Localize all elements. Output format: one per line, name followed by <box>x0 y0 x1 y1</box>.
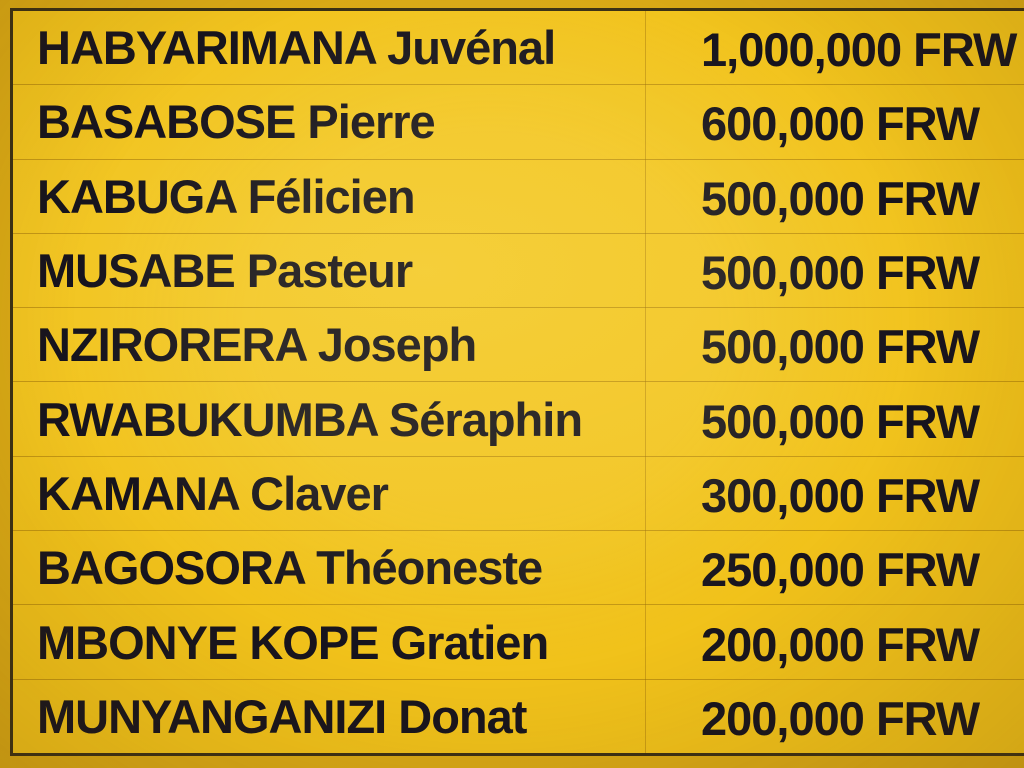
reward-sign-board: HABYARIMANA Juvénal 1,000,000 FRW BASABO… <box>10 8 1024 756</box>
suspect-name: MUSABE Pasteur <box>37 244 413 298</box>
table-row: HABYARIMANA Juvénal 1,000,000 FRW <box>13 11 1024 86</box>
reward-amount: 600,000 FRW <box>701 97 980 151</box>
suspect-name: BASABOSE Pierre <box>37 95 436 149</box>
table-row: KABUGA Félicien 500,000 FRW <box>13 160 1024 234</box>
table-row: MUNYANGANIZI Donat 200,000 FRW <box>13 680 1024 753</box>
reward-amount: 1,000,000 FRW <box>701 23 1017 77</box>
reward-amount: 500,000 FRW <box>701 246 980 300</box>
suspect-name: MBONYE KOPE Gratien <box>37 615 549 669</box>
table-row: MUSABE Pasteur 500,000 FRW <box>13 234 1024 309</box>
reward-amount: 500,000 FRW <box>701 320 980 374</box>
suspect-name: KAMANA Claver <box>37 466 389 520</box>
reward-amount: 200,000 FRW <box>701 617 980 671</box>
suspect-name: BAGOSORA Théoneste <box>37 541 543 595</box>
reward-amount: 250,000 FRW <box>701 543 980 597</box>
reward-amount: 200,000 FRW <box>701 691 980 745</box>
table-row: RWABUKUMBA Séraphin 500,000 FRW <box>13 382 1024 457</box>
suspect-name: RWABUKUMBA Séraphin <box>37 392 583 446</box>
table-row: MBONYE KOPE Gratien 200,000 FRW <box>13 605 1024 680</box>
table-row: NZIRORERA Joseph 500,000 FRW <box>13 308 1024 383</box>
suspect-name: HABYARIMANA Juvénal <box>37 21 556 75</box>
table-row: BAGOSORA Théoneste 250,000 FRW <box>13 531 1024 606</box>
reward-amount: 500,000 FRW <box>701 171 980 225</box>
suspect-name: NZIRORERA Joseph <box>37 318 477 372</box>
reward-amount: 300,000 FRW <box>701 468 980 522</box>
column-divider <box>645 11 646 753</box>
suspect-name: MUNYANGANIZI Donat <box>37 689 527 743</box>
table-row: BASABOSE Pierre 600,000 FRW <box>13 85 1024 160</box>
table-row: KAMANA Claver 300,000 FRW <box>13 457 1024 532</box>
suspect-name: KABUGA Félicien <box>37 169 416 223</box>
reward-amount: 500,000 FRW <box>701 394 980 448</box>
